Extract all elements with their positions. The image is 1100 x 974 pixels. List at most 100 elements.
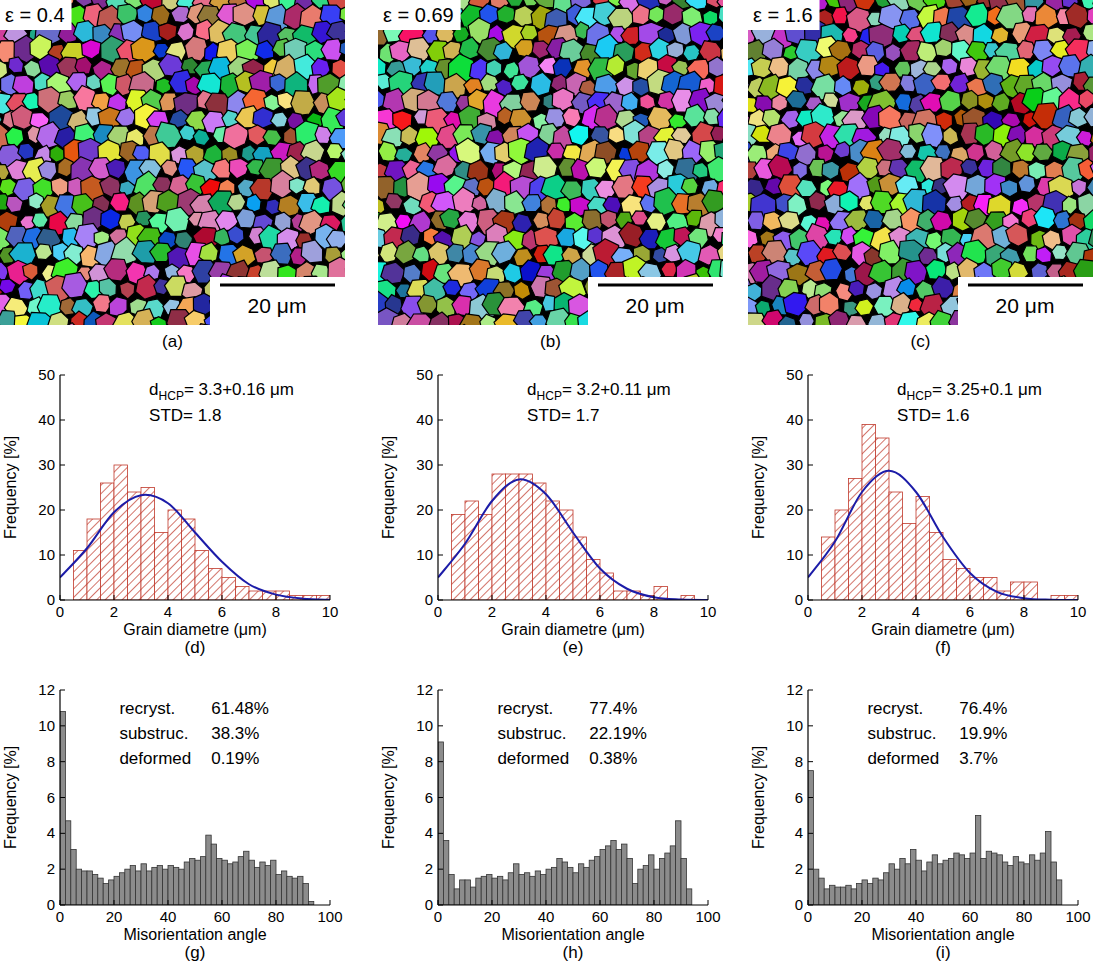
grain <box>1089 222 1094 252</box>
annotation-cell: deformed <box>867 749 939 768</box>
bar <box>889 864 894 905</box>
y-tick-label: 2 <box>47 860 55 877</box>
y-tick <box>438 725 443 726</box>
y-tick-label: 6 <box>425 789 433 806</box>
grain <box>6 196 23 212</box>
x-tick <box>708 900 709 905</box>
y-tick-label: 4 <box>47 824 55 841</box>
grain <box>897 278 916 297</box>
ebsd-map: ε = 0.420 μm(a) <box>0 0 377 357</box>
grain <box>840 191 858 212</box>
panel-letter: (g) <box>185 943 206 962</box>
grain <box>290 178 306 195</box>
y-tick <box>808 465 813 466</box>
map-ground <box>378 0 723 325</box>
x-axis-title: Misorientation angle <box>501 926 644 943</box>
fit-curve <box>60 495 330 600</box>
ebsd-map: ε = 1.620 μm(c) <box>717 0 1100 355</box>
annotation-cell: 76.4% <box>959 699 1007 718</box>
grain <box>1083 24 1093 41</box>
grain <box>35 244 53 260</box>
y-tick-label: 10 <box>786 717 803 734</box>
grain <box>110 193 130 212</box>
bar <box>130 866 135 905</box>
bar <box>584 867 589 905</box>
y-tick <box>60 600 65 601</box>
bar <box>519 474 533 600</box>
annotation-subscript: HCP <box>907 389 932 403</box>
x-tick-label: 0 <box>56 908 64 925</box>
y-tick <box>438 905 443 906</box>
bar <box>808 771 813 905</box>
y-axis-title: Frequency [%] <box>380 746 397 849</box>
bar <box>260 862 265 905</box>
bar <box>884 873 889 905</box>
bar <box>857 884 862 906</box>
y-tick <box>438 510 443 511</box>
grain <box>23 263 38 280</box>
bar <box>249 860 254 905</box>
y-axis <box>59 375 60 600</box>
x-tick-label: 60 <box>592 908 609 925</box>
y-tick <box>808 905 813 906</box>
y-axis-title: Frequency [%] <box>750 746 767 849</box>
grain <box>606 55 625 77</box>
grain <box>291 91 316 116</box>
y-tick <box>438 761 443 762</box>
y-tick <box>60 555 65 556</box>
bar <box>200 857 205 905</box>
annotation: dHCP= 3.25+0.1 μm <box>897 380 1042 403</box>
bar <box>503 880 508 905</box>
bar <box>665 853 670 905</box>
x-tick-label: 20 <box>484 908 501 925</box>
y-tick-label: 0 <box>795 591 803 608</box>
x-axis-title: Grain diametre (μm) <box>501 621 644 638</box>
grain <box>161 160 178 177</box>
bar <box>222 578 236 601</box>
bar <box>948 858 953 905</box>
grain <box>506 0 524 6</box>
x-tick-label: 100 <box>695 908 720 925</box>
y-tick <box>60 690 65 691</box>
bar <box>1051 862 1056 905</box>
y-tick <box>808 690 813 691</box>
y-tick <box>808 797 813 798</box>
grain <box>926 260 948 280</box>
y-tick-label: 6 <box>47 789 55 806</box>
panel-letter: (e) <box>563 638 584 657</box>
grain <box>385 193 403 209</box>
x-tick <box>222 900 223 905</box>
data-group <box>60 465 330 600</box>
x-tick-label: 60 <box>214 908 231 925</box>
bar <box>479 515 493 601</box>
y-tick-label: 40 <box>416 411 433 428</box>
annotation-cell: recryst. <box>119 699 175 718</box>
bar <box>970 578 984 601</box>
annotation-cell: 77.4% <box>589 699 637 718</box>
x-tick <box>222 595 223 600</box>
y-tick <box>60 905 65 906</box>
bar <box>654 869 659 905</box>
grain <box>922 123 944 148</box>
y-tick-label: 0 <box>425 896 433 913</box>
annotation-text: STD= 1.8 <box>149 406 221 425</box>
bar <box>927 862 932 905</box>
grain <box>0 279 16 294</box>
scale-bar-box <box>588 277 723 325</box>
bar <box>546 869 551 905</box>
bar <box>546 501 560 600</box>
bar <box>103 884 108 906</box>
x-tick <box>276 900 277 905</box>
bar <box>600 573 614 600</box>
grain <box>116 107 136 127</box>
grain <box>820 258 842 280</box>
annotation-cell: 22.19% <box>589 724 647 743</box>
bar <box>813 869 818 905</box>
x-tick <box>600 595 601 600</box>
bar <box>568 867 573 905</box>
bar <box>589 860 594 905</box>
bar <box>905 864 910 905</box>
y-tick <box>438 375 443 376</box>
y-tick-label: 12 <box>786 681 803 698</box>
bar <box>932 855 937 905</box>
